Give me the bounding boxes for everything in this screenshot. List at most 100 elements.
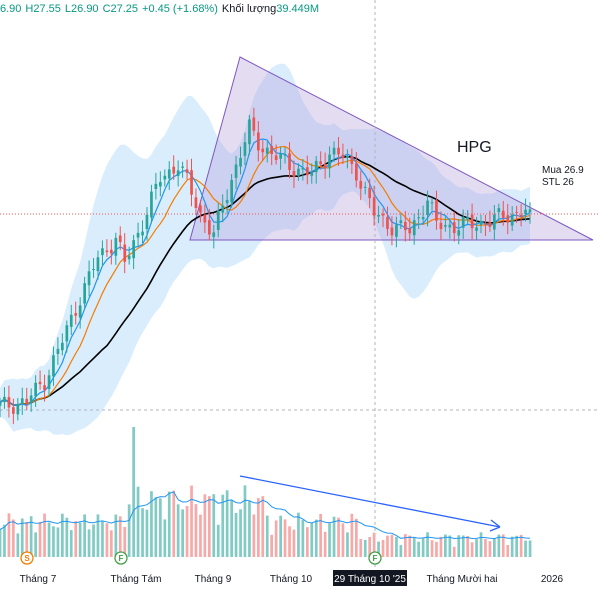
volume-bar xyxy=(470,542,474,557)
volume-bar xyxy=(38,521,42,557)
candle xyxy=(181,161,184,178)
candle xyxy=(363,181,367,195)
candle-body xyxy=(421,217,425,220)
candle xyxy=(190,158,193,207)
volume-ma-line xyxy=(0,491,531,540)
candle-body xyxy=(461,217,465,228)
event-marker: S xyxy=(20,551,34,565)
candle-body xyxy=(96,257,100,272)
candle-body xyxy=(20,398,24,404)
candle-body xyxy=(479,220,483,225)
descending-triangle xyxy=(189,56,594,241)
candle-body xyxy=(332,147,336,155)
triangle-pattern xyxy=(189,56,594,241)
low-value: L26.90 xyxy=(64,3,99,15)
volume-bar xyxy=(457,535,461,557)
volume-bar xyxy=(332,516,336,557)
volume-bar xyxy=(243,485,247,557)
volume-bar xyxy=(368,537,371,557)
candle xyxy=(328,146,331,178)
candle-body xyxy=(377,214,380,217)
candle-body xyxy=(497,208,501,213)
candle xyxy=(12,398,15,425)
candle-body xyxy=(243,142,247,156)
volume-bar xyxy=(101,520,104,557)
volume-bar xyxy=(479,532,483,557)
candle-body xyxy=(355,163,358,181)
candle xyxy=(110,239,113,265)
volume-bar xyxy=(292,529,296,557)
volume-value: 39.449M xyxy=(276,3,320,15)
candle xyxy=(0,397,2,418)
candle-body xyxy=(408,228,412,234)
volume-bar xyxy=(501,534,505,557)
candle-body xyxy=(439,222,443,229)
candle xyxy=(105,239,109,257)
candle xyxy=(381,208,385,228)
candle-body xyxy=(350,156,354,164)
volume-bar xyxy=(350,513,354,557)
event-marker: F xyxy=(114,551,128,565)
candle xyxy=(96,250,100,280)
candle xyxy=(466,210,469,224)
candle-body xyxy=(426,200,429,215)
volume-bar xyxy=(225,490,229,557)
x-tick-label: Tháng 9 xyxy=(195,574,232,585)
candle-body xyxy=(524,209,527,215)
candle-body xyxy=(399,220,403,224)
candle-body xyxy=(127,255,131,260)
candle xyxy=(395,216,398,248)
candle-body xyxy=(29,395,33,403)
volume-bar xyxy=(506,545,510,557)
candle xyxy=(216,203,220,238)
candle xyxy=(310,163,314,184)
close-value: C27.25 xyxy=(102,3,139,15)
candle xyxy=(136,222,140,247)
candle xyxy=(337,136,340,166)
candle-body xyxy=(105,250,109,253)
candle xyxy=(519,204,523,227)
x-tick-label: Tháng 10 xyxy=(270,574,313,585)
volume-bar xyxy=(87,529,91,557)
volume-bar xyxy=(221,494,225,557)
volume-bar xyxy=(426,532,429,557)
candle-body xyxy=(216,210,220,230)
high-value: H27.55 xyxy=(25,3,61,15)
candle-body xyxy=(510,214,514,226)
candle xyxy=(297,163,300,181)
candle xyxy=(234,155,238,190)
volume-bar xyxy=(159,498,162,557)
volume-bar xyxy=(7,513,11,557)
candle xyxy=(457,218,461,245)
candle xyxy=(92,258,95,278)
candle xyxy=(279,146,282,170)
candle xyxy=(230,173,233,208)
volume-bar xyxy=(110,530,113,557)
candle-body xyxy=(230,180,233,203)
volume-bar xyxy=(114,514,118,557)
candle-body xyxy=(34,382,37,397)
volume-bar xyxy=(323,531,327,557)
candle-body xyxy=(52,355,55,377)
candle-body xyxy=(261,148,265,153)
candle-body xyxy=(123,244,127,262)
candle xyxy=(350,148,354,174)
candle xyxy=(386,206,389,236)
volume-bar xyxy=(528,540,532,557)
candle-body xyxy=(470,214,474,229)
candle-body xyxy=(310,172,314,176)
candle xyxy=(430,197,434,211)
candle-body xyxy=(150,191,153,218)
candle-body xyxy=(78,305,82,318)
candle-body xyxy=(292,171,296,177)
volume-bar xyxy=(363,539,367,557)
candle-body xyxy=(265,147,269,154)
volume-bar xyxy=(136,486,140,557)
candle xyxy=(38,370,42,390)
candle-body xyxy=(212,232,216,237)
candle-body xyxy=(457,230,461,236)
volume-bar xyxy=(404,534,407,557)
volume-bar xyxy=(199,514,202,557)
